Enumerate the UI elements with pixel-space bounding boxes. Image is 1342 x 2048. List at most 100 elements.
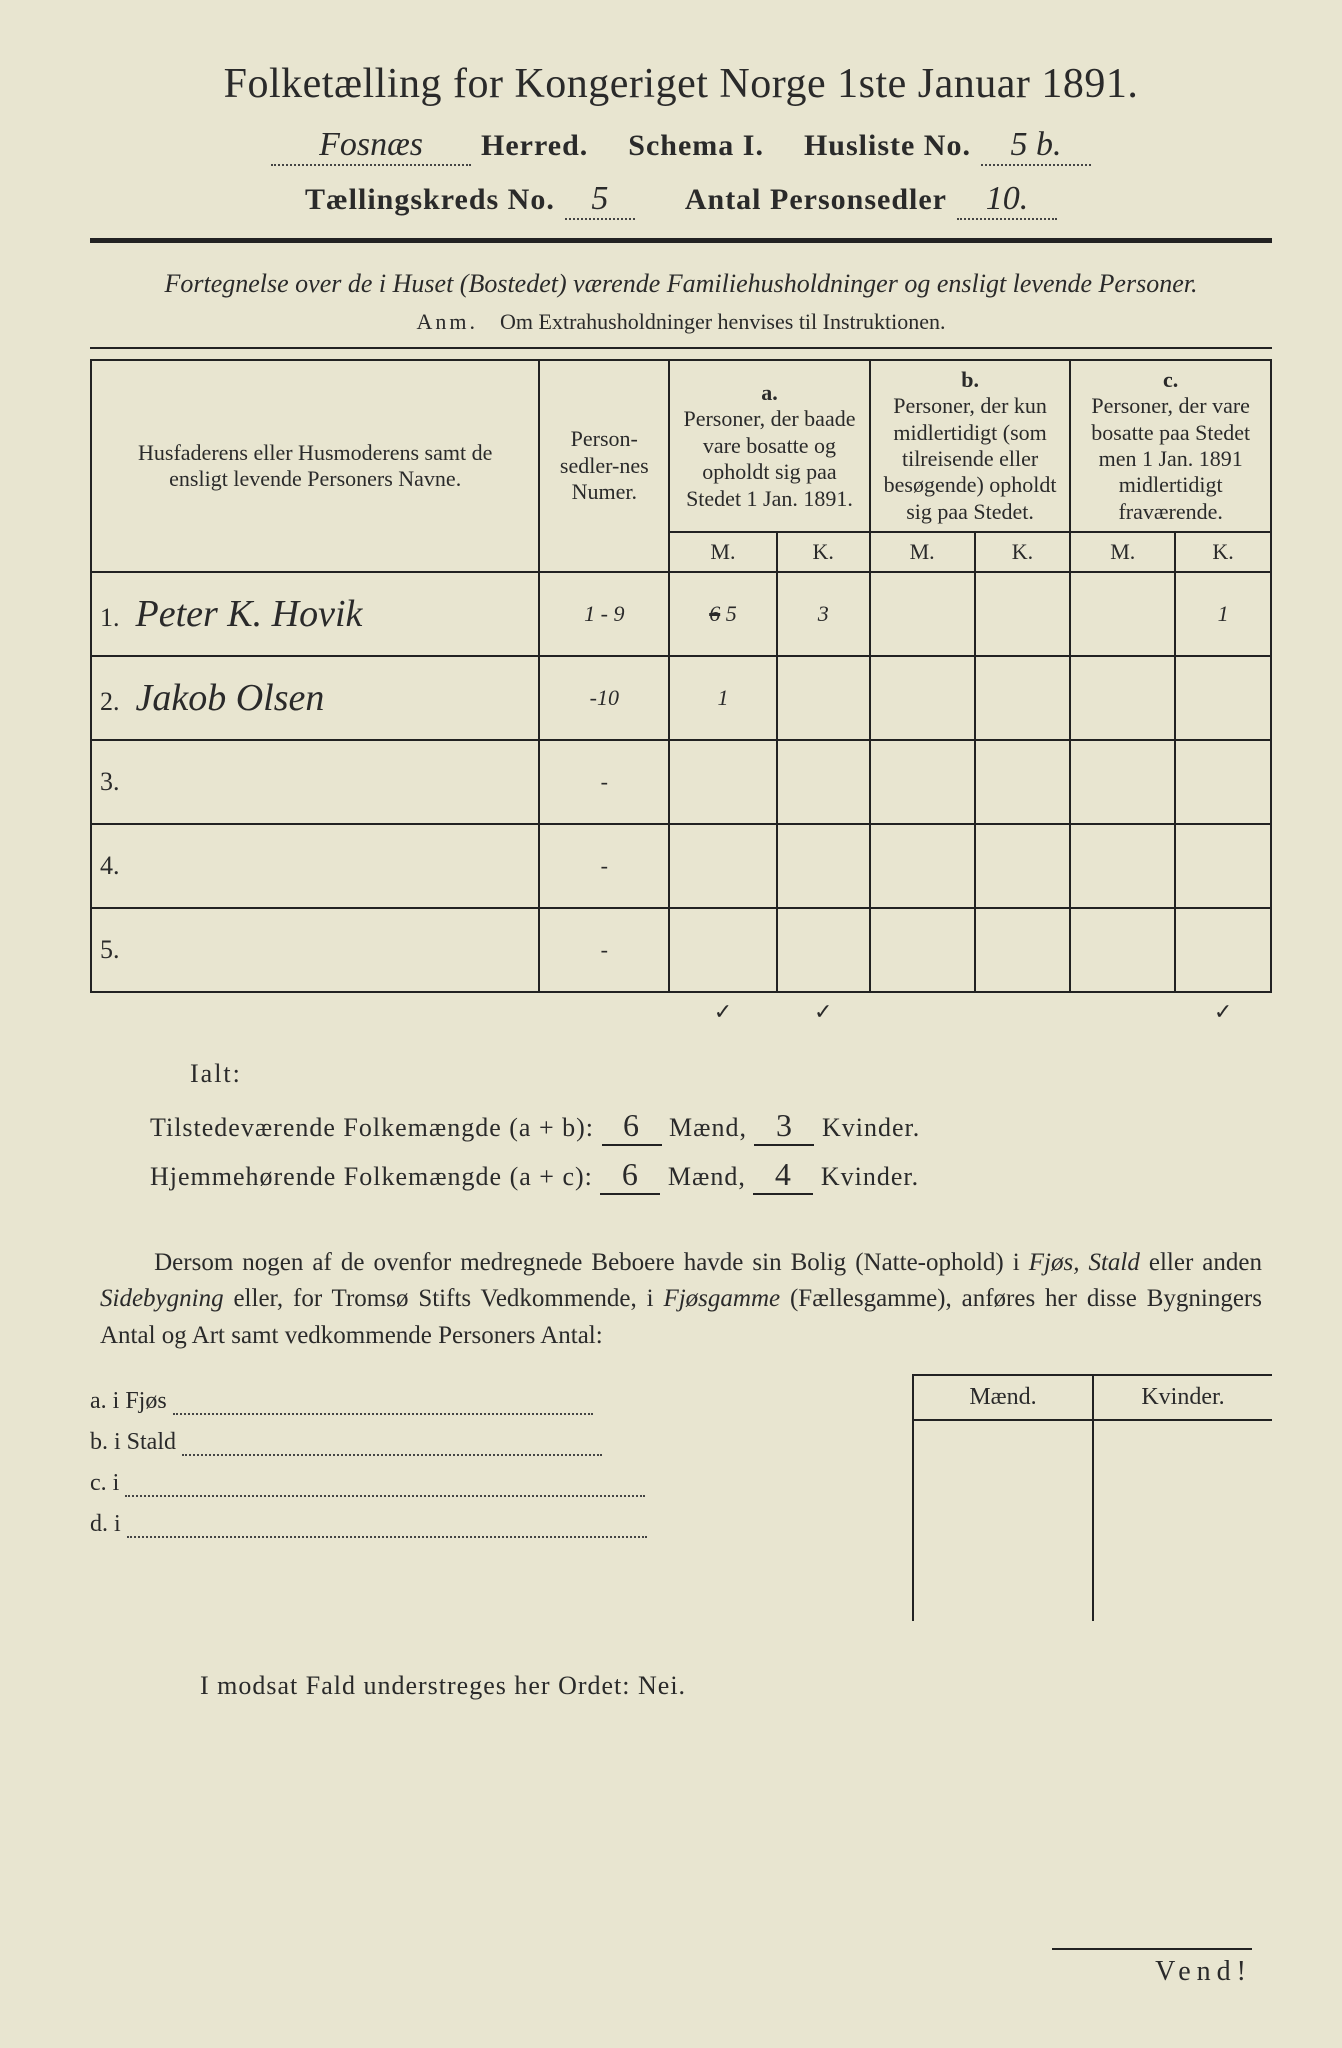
col-c-header: c. Personer, der vare bosatte paa Stedet…	[1070, 360, 1271, 532]
struck-value: 6	[709, 601, 720, 626]
husliste-field: 5 b.	[981, 126, 1091, 166]
row-numer: -10	[539, 656, 669, 740]
row-a-k	[777, 824, 870, 908]
side-maend-label: Mænd.	[914, 1376, 1094, 1419]
herred-field: Fosnæs	[271, 126, 471, 166]
row-numer: -	[539, 908, 669, 992]
husliste-label: Husliste No.	[804, 129, 971, 163]
table-row: 5. -	[91, 908, 1271, 992]
check-c-k: ✓	[1175, 992, 1271, 1031]
row-c-k	[1175, 908, 1271, 992]
row-a-m	[669, 740, 777, 824]
col-c-text: Personer, der vare bosatte paa Stedet me…	[1079, 393, 1262, 525]
c-k-label: K.	[1175, 532, 1271, 572]
row-name-cell: 2. Jakob Olsen	[91, 656, 539, 740]
row-c-k: 1	[1175, 572, 1271, 656]
totals1-k: 3	[754, 1107, 814, 1146]
col-a-letter: a.	[678, 380, 861, 406]
side-kvinder-col	[1094, 1421, 1272, 1621]
col-a-text: Personer, der baade vare bosatte og opho…	[678, 406, 861, 512]
side-header: Mænd. Kvinder.	[914, 1374, 1272, 1421]
header-row-2: Tællingskreds No. 5 Antal Personsedler 1…	[90, 180, 1272, 220]
row-num: 4.	[100, 851, 130, 881]
totals1-m: 6	[602, 1107, 662, 1146]
side-kvinder-label: Kvinder.	[1094, 1376, 1272, 1419]
row-num: 5.	[100, 935, 130, 965]
paragraph: Dersom nogen af de ovenfor medregnede Be…	[100, 1245, 1262, 1354]
row-c-m	[1070, 824, 1175, 908]
antal-label: Antal Personsedler	[685, 183, 947, 217]
dots	[182, 1454, 602, 1456]
table-row: 3. -	[91, 740, 1271, 824]
table-row: 4. -	[91, 824, 1271, 908]
row-c-m	[1070, 572, 1175, 656]
row-a-k	[777, 908, 870, 992]
anm-line: Anm. Om Extrahusholdninger henvises til …	[90, 309, 1272, 335]
row-a-m	[669, 908, 777, 992]
row-numer: -	[539, 824, 669, 908]
herred-label: Herred.	[481, 129, 588, 163]
row-b-k	[975, 656, 1071, 740]
col-c-letter: c.	[1079, 367, 1262, 393]
row-name: Jakob Olsen	[136, 677, 325, 719]
row-c-k	[1175, 656, 1271, 740]
row-a-k: 3	[777, 572, 870, 656]
side-body	[914, 1421, 1272, 1621]
rule-1	[90, 238, 1272, 243]
row-b-k	[975, 824, 1071, 908]
side-maend-col	[914, 1421, 1094, 1621]
totals2-label: Hjemmehørende Folkemængde (a + c):	[150, 1162, 593, 1191]
table-row: 1. Peter K. Hovik 1 - 9 6 5 3 1	[91, 572, 1271, 656]
col-a-header: a. Personer, der baade vare bosatte og o…	[669, 360, 870, 532]
side-row-c: c. i	[90, 1470, 912, 1497]
main-table: Husfaderens eller Husmoderens samt de en…	[90, 359, 1272, 1031]
col-name-text: Husfaderens eller Husmoderens samt de en…	[100, 420, 530, 512]
row-c-m	[1070, 908, 1175, 992]
col-name-header: Husfaderens eller Husmoderens samt de en…	[91, 360, 539, 572]
row-c-m	[1070, 656, 1175, 740]
row-num: 2.	[100, 687, 130, 717]
totals1-label: Tilstedeværende Folkemængde (a + b):	[150, 1113, 594, 1142]
para-ital: Fjøs, Stald	[1029, 1249, 1140, 1276]
maend-label: Mænd,	[669, 1113, 747, 1142]
row-b-m	[870, 740, 975, 824]
row-b-m	[870, 572, 975, 656]
maend-label: Mænd,	[668, 1162, 746, 1191]
totals2-k: 4	[753, 1156, 813, 1195]
row-name-cell: 4.	[91, 824, 539, 908]
dots	[125, 1495, 645, 1497]
totals-line-1: Tilstedeværende Folkemængde (a + b): 6 M…	[150, 1107, 1272, 1146]
c-m-label: M.	[1070, 532, 1175, 572]
row-a-k	[777, 740, 870, 824]
row-c-k	[1175, 824, 1271, 908]
row-num: 3.	[100, 767, 130, 797]
side-c-label: c. i	[90, 1470, 119, 1496]
row-a-m: 1	[669, 656, 777, 740]
subtitle: Fortegnelse over de i Huset (Bostedet) v…	[130, 267, 1232, 301]
schema-label: Schema I.	[628, 129, 764, 163]
row-c-k	[1175, 740, 1271, 824]
anm-text: Om Extrahusholdninger henvises til Instr…	[500, 309, 945, 334]
table-header-row: Husfaderens eller Husmoderens samt de en…	[91, 360, 1271, 532]
kreds-field: 5	[565, 180, 635, 220]
check-row: ✓ ✓ ✓	[91, 992, 1271, 1031]
row-a-m: 6 5	[669, 572, 777, 656]
totals2-m: 6	[600, 1156, 660, 1195]
header-row-1: Fosnæs Herred. Schema I. Husliste No. 5 …	[90, 126, 1272, 166]
row-name-cell: 1. Peter K. Hovik	[91, 572, 539, 656]
vend-label: Vend!	[1052, 1948, 1252, 1988]
page-title: Folketælling for Kongeriget Norge 1ste J…	[90, 60, 1272, 108]
row-b-m	[870, 824, 975, 908]
row-b-m	[870, 908, 975, 992]
row-b-k	[975, 908, 1071, 992]
row-numer: -	[539, 740, 669, 824]
a-m-value: 5	[726, 601, 737, 626]
kvinder-label: Kvinder.	[822, 1113, 920, 1142]
row-b-m	[870, 656, 975, 740]
side-table: a. i Fjøs b. i Stald c. i d. i Mænd. Kvi…	[90, 1374, 1272, 1621]
side-d-label: d. i	[90, 1511, 121, 1537]
dots	[173, 1413, 593, 1415]
row-name-cell: 3.	[91, 740, 539, 824]
totals-line-2: Hjemmehørende Folkemængde (a + c): 6 Mæn…	[150, 1156, 1272, 1195]
a-k-label: K.	[777, 532, 870, 572]
